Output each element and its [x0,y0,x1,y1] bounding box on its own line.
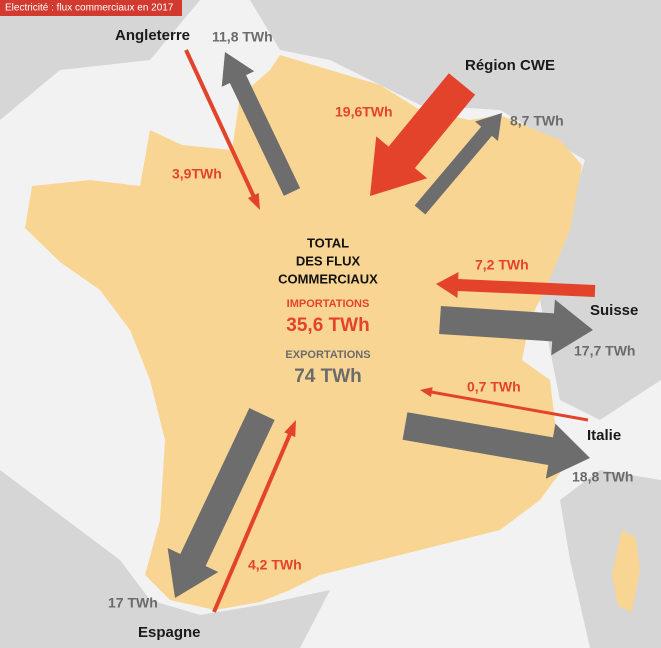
flow-arrow [402,412,590,479]
import-label: 3,9TWh [172,166,222,182]
flow-arrow [439,299,593,356]
flow-arrow [221,52,301,196]
imports-value: 35,6 TWh [286,315,369,336]
exports-label: EXPORTATIONS [285,349,370,361]
summary-title: DES FLUX [296,253,361,268]
summary-title: COMMERCIAUX [278,271,378,286]
neighbour-land [0,0,661,420]
region-name: Italie [587,427,621,444]
region-name: Suisse [590,302,638,319]
flow-arrow [414,113,502,215]
flow-arrow [167,408,275,598]
exports-value: 74 TWh [294,366,362,387]
region-name: Région CWE [465,57,555,74]
export-label: 17,7 TWh [574,343,635,359]
import-label: 19,6TWh [335,104,393,120]
flow-arrow [370,73,476,196]
export-label: 17 TWh [108,595,158,611]
flow-arrows [167,49,596,613]
export-label: 11,8 TWh [212,29,273,45]
import-label: 0,7 TWh [467,379,521,395]
neighbour-land [0,470,330,648]
export-label: 8,7 TWh [510,113,564,129]
tag-background [0,0,182,16]
region-name: Angleterre [115,27,190,44]
flow-arrow [436,271,596,298]
import-label: 4,2 TWh [248,557,302,573]
tag: Electricité : flux commerciaux en 2017 [5,3,174,14]
region-name: Espagne [138,624,201,641]
summary-title: TOTAL [307,235,349,250]
flow-arrow [420,387,589,422]
import-label: 7,2 TWh [475,257,529,273]
export-label: 18,8 TWh [572,469,633,485]
flow-arrow [212,420,296,613]
flow-arrow [184,49,260,210]
imports-label: IMPORTATIONS [287,298,370,310]
neighbour-land [560,470,661,648]
corsica [612,530,640,612]
